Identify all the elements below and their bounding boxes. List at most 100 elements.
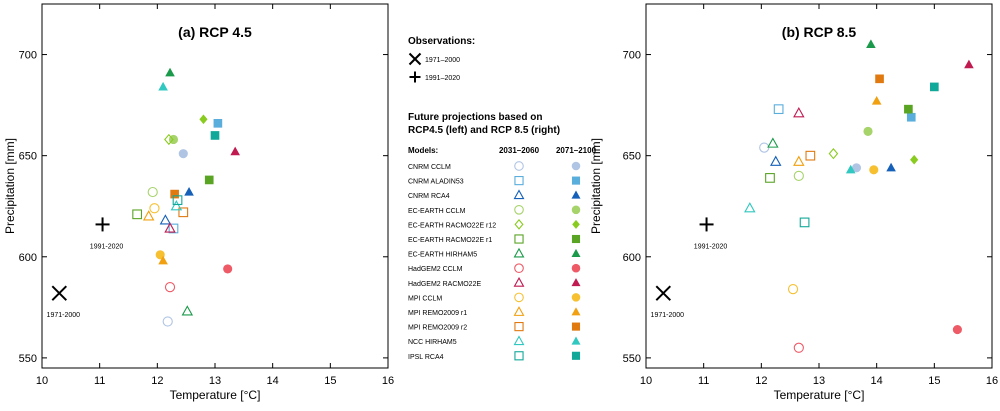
y-tick-label: 600 <box>19 252 37 264</box>
point-mpi-remo2009-r2-2071-2100 <box>170 189 179 199</box>
legend-model-name: NCC HIRHAM5 <box>408 339 457 346</box>
point-cnrm-rca4-2071-2100 <box>184 187 194 196</box>
point-mpi-remo2009-r2-2031-2060 <box>805 150 816 161</box>
legend: Observations: 1971–2000 1991–2020 Future … <box>408 36 597 361</box>
point-mpi-remo2009-r1-2071-2100 <box>158 255 168 265</box>
legend-model-name: HadGEM2 CCLM <box>408 266 463 273</box>
legend-marker-2071-2100 <box>571 190 581 199</box>
legend-model-name: IPSL RCA4 <box>408 354 444 361</box>
x-axis-label-b: Temperature [°C] <box>774 388 865 402</box>
legend-period1-header: 2031–2060 <box>499 146 540 155</box>
chart-title-a: (a) RCP 4.5 <box>178 24 252 40</box>
point-mpi-cclm-2031-2060 <box>787 284 799 295</box>
y-axis-label-a: Precipitation [mm] <box>3 138 17 234</box>
point-ec-earth-cclm-2071-2100 <box>863 126 873 136</box>
y-tick-label: 700 <box>19 50 37 62</box>
point-cnrm-aladin53-2071-2100 <box>906 112 916 122</box>
legend-marker-2071-2100 <box>571 293 581 302</box>
legend-observations-title: Observations: <box>408 36 475 47</box>
point-mpi-remo2009-r1-2031-2060 <box>793 155 805 166</box>
legend-model-name: CNRM CCLM <box>408 164 451 171</box>
legend-marker-2071-2100 <box>571 307 581 316</box>
point-ec-earth-racmo22e-r12-2031-2060 <box>828 147 839 160</box>
legend-future-title-2: RCP4.5 (left) and RCP 8.5 (right) <box>408 125 560 136</box>
point-ipsl-rca4-2071-2100 <box>210 131 220 140</box>
y-tick-label: 550 <box>19 353 37 365</box>
point-ec-earth-cclm-2031-2060 <box>793 170 804 181</box>
point-ipsl-rca4-2031-2060 <box>799 217 810 228</box>
legend-marker-2031-2060 <box>514 176 524 186</box>
legend-marker-2031-2060 <box>513 276 525 287</box>
x-tick-label: 14 <box>871 375 883 387</box>
chart-title-b: (b) RCP 8.5 <box>782 24 857 40</box>
legend-model-name: CNRM ALADIN53 <box>408 179 464 186</box>
point-ec-earth-hirham5-2071-2100 <box>866 39 876 49</box>
legend-models-header: Models: <box>408 146 438 155</box>
x-tick-label: 14 <box>267 375 279 387</box>
legend-obs-marker-x <box>408 52 422 66</box>
legend-obs-label: 1971–2000 <box>425 57 460 64</box>
plot-frame-b <box>645 3 993 369</box>
x-tick-label: 11 <box>698 375 709 387</box>
x-tick-label: 10 <box>36 375 48 387</box>
point-mpi-cclm-2071-2100 <box>869 165 879 175</box>
legend-marker-2071-2100 <box>571 336 581 345</box>
panel-rcp85: (b) RCP 8.5 Temperature [°C] Precipitati… <box>589 3 998 402</box>
point-ec-earth-racmo22e-r1-2071-2100 <box>204 175 214 185</box>
point-hadgem2-racmo22e-2031-2060 <box>793 107 805 118</box>
x-tick-label: 15 <box>324 375 336 387</box>
point-ec-earth-racmo22e-r1-2031-2060 <box>765 173 775 183</box>
point-ncc-hirham5-2071-2100 <box>158 81 168 91</box>
x-tick-label: 13 <box>813 375 825 387</box>
x-tick-label: 12 <box>151 375 163 387</box>
legend-future-title-1: Future projections based on <box>408 112 542 123</box>
point-cnrm-rca4-2031-2060 <box>770 155 782 166</box>
observation-label: 1991-2020 <box>90 243 124 250</box>
legend-model-name: CNRM RCA4 <box>408 193 450 200</box>
x-tick-label: 12 <box>755 375 767 387</box>
point-hadgem2-cclm-2031-2060 <box>164 282 176 293</box>
point-ncc-hirham5-2031-2060 <box>170 200 183 211</box>
point-cnrm-cclm-2071-2100 <box>178 149 188 159</box>
point-cnrm-aladin53-2071-2100 <box>213 118 223 128</box>
legend-obs-marker-plus <box>409 71 421 83</box>
x-tick-label: 13 <box>209 375 221 387</box>
point-ipsl-rca4-2031-2060 <box>172 195 183 206</box>
legend-marker-2031-2060 <box>514 351 524 361</box>
y-tick-label: 650 <box>623 151 641 163</box>
point-hadgem2-racmo22e-2071-2100 <box>964 59 974 69</box>
point-mpi-remo2009-r1-2031-2060 <box>142 210 155 221</box>
legend-period2-header: 2071–2100 <box>556 146 597 155</box>
y-tick-label: 650 <box>19 151 37 163</box>
legend-marker-2071-2100 <box>571 176 581 185</box>
point-cnrm-cclm-2071-2100 <box>851 163 862 173</box>
point-mpi-remo2009-r1-2071-2100 <box>871 96 882 105</box>
point-ec-earth-racmo22e-r12-2071-2100 <box>910 154 919 165</box>
observation-marker-plus <box>95 217 110 232</box>
x-tick-label: 15 <box>928 375 940 387</box>
point-cnrm-cclm-2031-2060 <box>162 316 173 327</box>
point-mpi-remo2009-r2-2071-2100 <box>875 74 884 84</box>
point-cnrm-rca4-2071-2100 <box>886 162 896 172</box>
legend-marker-2071-2100 <box>571 263 581 273</box>
point-ec-earth-racmo22e-r12-2071-2100 <box>199 114 208 125</box>
legend-marker-2071-2100 <box>571 161 581 171</box>
y-axis-label-b: Precipitation [mm] <box>589 138 603 234</box>
legend-marker-2071-2100 <box>571 234 581 244</box>
legend-model-name: EC-EARTH HIRHAM5 <box>408 252 477 259</box>
legend-model-name: EC-EARTH RACMO22E r1 <box>408 237 492 244</box>
legend-model-name: MPI CCLM <box>408 295 442 302</box>
y-tick-label: 600 <box>623 252 641 264</box>
point-cnrm-rca4-2031-2060 <box>159 214 172 225</box>
legend-marker-2071-2100 <box>571 248 581 257</box>
legend-marker-2031-2060 <box>514 204 524 215</box>
point-cnrm-aladin53-2031-2060 <box>773 104 784 115</box>
x-tick-label: 11 <box>94 375 105 387</box>
legend-obs-label: 1991–2020 <box>425 75 460 82</box>
legend-marker-2031-2060 <box>514 219 524 230</box>
legend-marker-2071-2100 <box>571 322 581 331</box>
legend-marker-2031-2060 <box>514 161 524 171</box>
legend-model-name: MPI REMO2009 r2 <box>408 325 467 332</box>
point-ncc-hirham5-2031-2060 <box>744 202 756 213</box>
